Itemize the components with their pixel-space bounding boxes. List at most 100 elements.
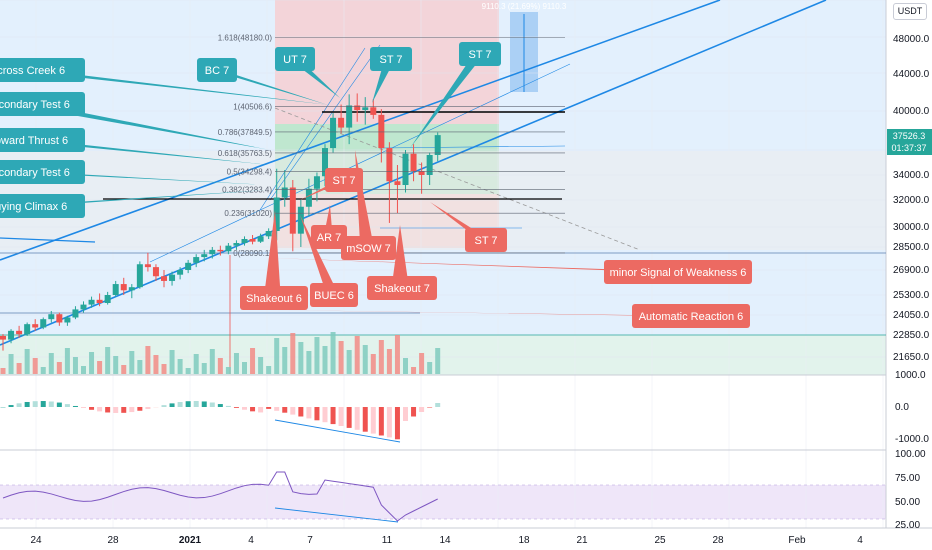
time-axis-label: 4 bbox=[248, 535, 254, 546]
candle bbox=[177, 270, 184, 275]
macd-bar bbox=[48, 401, 54, 407]
volume-bar bbox=[169, 350, 175, 374]
volume-bar bbox=[403, 358, 408, 374]
time-axis-label: 24 bbox=[30, 535, 42, 546]
rsi-band bbox=[0, 485, 886, 519]
volume-bar bbox=[177, 359, 183, 374]
candle bbox=[136, 264, 143, 288]
volume-bar bbox=[435, 348, 441, 374]
fib-label: 0.5(34298.4) bbox=[227, 167, 273, 176]
callout-minor-sow-6: minor Signal of Weakness 6 bbox=[270, 258, 752, 284]
price-axis-label: 28500.0 bbox=[893, 242, 930, 253]
candle bbox=[354, 105, 361, 111]
rsi-axis-label: 50.00 bbox=[895, 497, 920, 508]
macd-bar bbox=[266, 407, 272, 409]
fib-label: 0.786(37849.5) bbox=[218, 128, 273, 137]
volume-bar bbox=[378, 340, 384, 374]
callout-ar-7: AR 7 bbox=[311, 205, 347, 249]
fib-label: 0.236(31020) bbox=[224, 209, 272, 218]
price-axis-label: 32000.0 bbox=[893, 195, 930, 206]
macd-bar bbox=[274, 407, 280, 411]
macd-bar bbox=[129, 407, 135, 413]
volume-bar bbox=[16, 363, 22, 374]
callout-secondary-test-6-b: Secondary Test 6 bbox=[0, 160, 268, 185]
candle bbox=[185, 262, 192, 270]
candle bbox=[56, 314, 63, 323]
candle bbox=[88, 299, 95, 305]
candle bbox=[394, 181, 401, 185]
svg-text:Secondary Test 6: Secondary Test 6 bbox=[0, 99, 70, 111]
price-axis-label: 21650.0 bbox=[893, 352, 930, 363]
fib-label: 0.618(35763.5) bbox=[218, 149, 273, 158]
candle bbox=[201, 254, 208, 258]
svg-text:Across Creek 6: Across Creek 6 bbox=[0, 65, 65, 77]
svg-text:BUEC 6: BUEC 6 bbox=[314, 290, 354, 302]
macd-bar bbox=[8, 405, 14, 407]
last-price-pill bbox=[887, 129, 932, 155]
volume-bar bbox=[129, 351, 135, 374]
macd-pane: 1000.0 0.0 -1000.0 bbox=[0, 370, 929, 445]
measure-label: 9110.3 (21.69%) 9110.3 bbox=[482, 2, 567, 11]
lower-trendline bbox=[0, 0, 827, 346]
candle bbox=[217, 249, 224, 252]
macd-bar bbox=[113, 407, 119, 413]
volume-bar bbox=[282, 347, 288, 374]
candle bbox=[322, 148, 328, 177]
macd-bar bbox=[56, 402, 62, 407]
inner-channel bbox=[149, 63, 571, 263]
volume-bar bbox=[40, 367, 46, 374]
volume-bar bbox=[48, 353, 54, 374]
svg-text:Automatic Reaction 6: Automatic Reaction 6 bbox=[639, 311, 744, 323]
volume-bar bbox=[362, 345, 368, 374]
macd-bar bbox=[258, 407, 264, 413]
volume-bar bbox=[258, 357, 264, 374]
candle bbox=[0, 335, 6, 340]
volume-bar bbox=[201, 363, 207, 374]
candle bbox=[362, 107, 369, 111]
macd-bar bbox=[346, 407, 352, 428]
callout-bc-7: BC 7 bbox=[197, 58, 328, 105]
candle bbox=[305, 188, 312, 207]
svg-text:BC 7: BC 7 bbox=[205, 65, 229, 77]
candle bbox=[257, 236, 264, 242]
volume-bar bbox=[113, 356, 119, 374]
volume-bar bbox=[8, 354, 14, 374]
volume-bar bbox=[306, 351, 312, 374]
currency-button[interactable]: USDT bbox=[893, 3, 927, 20]
candle bbox=[128, 287, 135, 291]
time-axis-label: 4 bbox=[857, 535, 863, 546]
svg-text:mSOW 7: mSOW 7 bbox=[346, 243, 391, 255]
volume-bar bbox=[290, 333, 296, 374]
macd-bar bbox=[435, 403, 441, 407]
candle bbox=[193, 257, 200, 263]
callout-automatic-reaction-6: Automatic Reaction 6 bbox=[270, 304, 750, 328]
candle bbox=[386, 148, 393, 182]
macd-bar bbox=[225, 405, 231, 407]
callout-st-7-top: ST 7 bbox=[370, 47, 412, 103]
price-axis-label: 26900.0 bbox=[893, 265, 930, 276]
macd-bar bbox=[32, 401, 38, 407]
volume-bar bbox=[145, 346, 151, 374]
candle bbox=[330, 117, 337, 149]
candle bbox=[80, 304, 87, 310]
candle bbox=[346, 105, 353, 128]
macd-bar bbox=[322, 407, 328, 423]
candle bbox=[96, 299, 103, 303]
candle bbox=[297, 206, 304, 234]
macd-bar bbox=[40, 401, 46, 407]
price-axis-label: 24050.0 bbox=[893, 310, 930, 321]
volume-bar bbox=[72, 357, 78, 374]
volume-bar bbox=[322, 346, 328, 374]
price-axis-label: 44000.0 bbox=[893, 69, 930, 80]
price-axis-label: 40000.0 bbox=[893, 106, 930, 117]
volume-bar bbox=[121, 365, 127, 374]
candle bbox=[144, 264, 151, 268]
volume-bar bbox=[56, 362, 62, 374]
candle bbox=[338, 117, 345, 128]
volume-bar bbox=[233, 353, 239, 374]
volume-bar bbox=[298, 342, 304, 374]
svg-text:Shakeout 7: Shakeout 7 bbox=[374, 283, 430, 295]
volume-bar bbox=[266, 366, 272, 374]
macd-bar bbox=[121, 407, 127, 413]
